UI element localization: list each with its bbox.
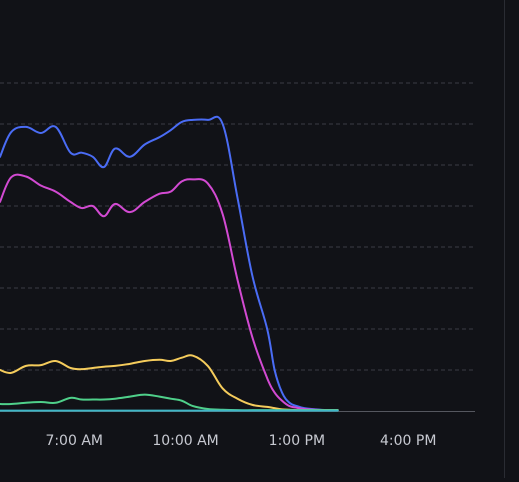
x-axis-ticks: 7:00 AM 10:00 AM 1:00 PM 4:00 PM [45, 433, 436, 449]
series-line-4 [0, 393, 339, 412]
x-tick-label: 10:00 AM [152, 433, 218, 449]
grid [0, 82, 475, 412]
x-tick-label: 1:00 PM [269, 433, 325, 449]
x-tick-label: 4:00 PM [380, 433, 436, 449]
series-line-2 [0, 173, 339, 412]
series-lines [0, 115, 339, 412]
x-tick-label: 7:00 AM [45, 433, 103, 449]
series-line-1 [0, 115, 339, 412]
side-panel-edge[interactable] [504, 0, 519, 478]
line-chart: 7:00 AM 10:00 AM 1:00 PM 4:00 PM [0, 82, 475, 449]
